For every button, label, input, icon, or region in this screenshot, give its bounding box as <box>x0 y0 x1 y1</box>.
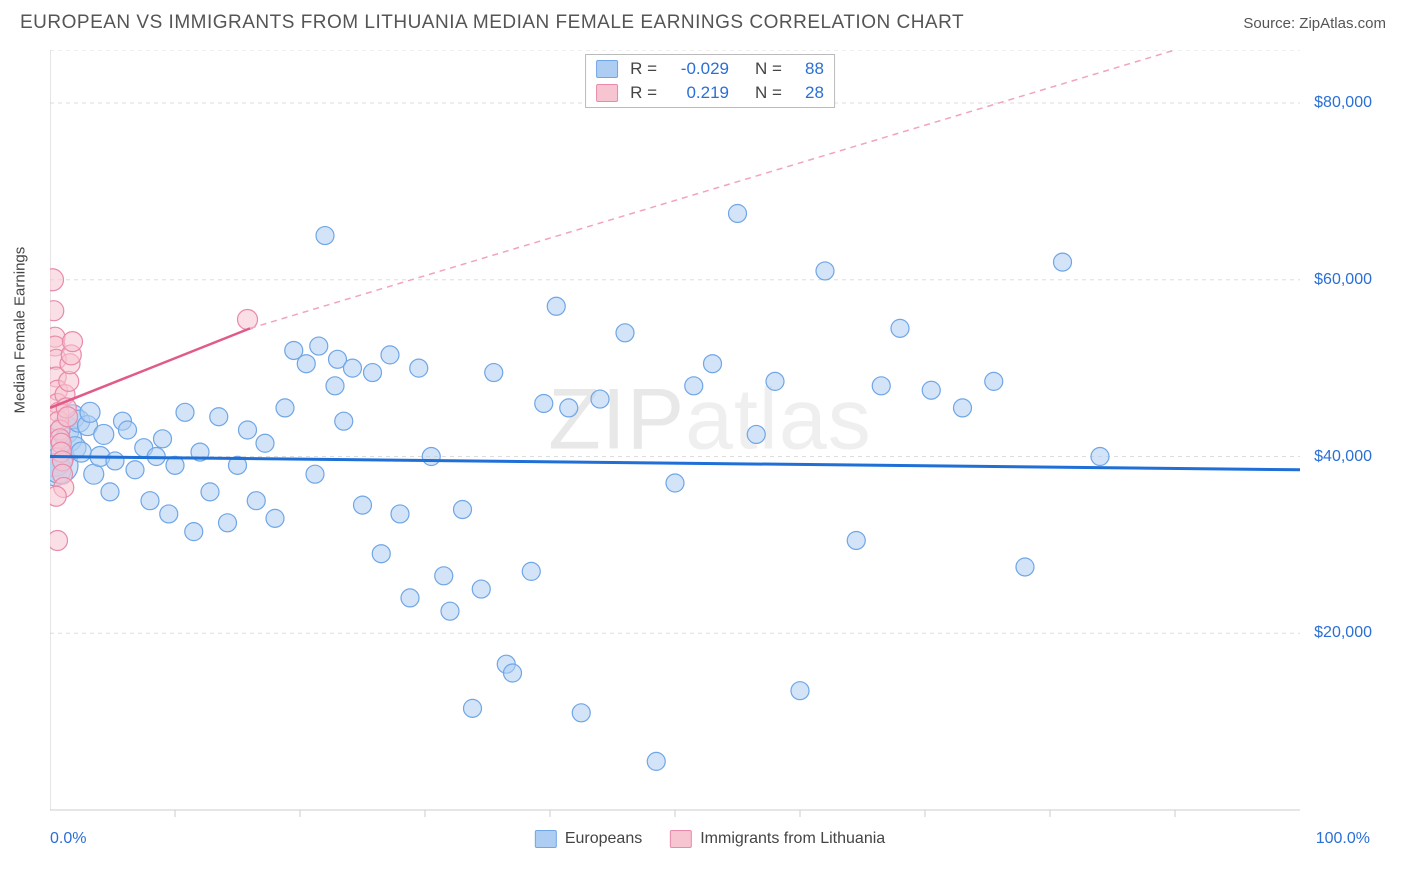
y-axis-label: Median Female Earnings <box>12 247 29 414</box>
legend-label: Immigrants from Lithuania <box>700 830 885 848</box>
n-value: 88 <box>794 59 824 79</box>
source-prefix: Source: <box>1243 15 1299 32</box>
legend-swatch <box>535 830 557 848</box>
series-legend: Europeans Immigrants from Lithuania <box>535 830 885 848</box>
legend-label: Europeans <box>565 830 642 848</box>
x-axis-min-label: 0.0% <box>50 830 86 848</box>
r-value: -0.029 <box>669 59 729 79</box>
source-name: ZipAtlas.com <box>1299 15 1386 32</box>
chart-header: EUROPEAN VS IMMIGRANTS FROM LITHUANIA ME… <box>0 0 1406 42</box>
legend-swatch <box>596 84 618 102</box>
r-label: R = <box>630 59 657 79</box>
legend-item: Immigrants from Lithuania <box>670 830 885 848</box>
scatter-plot <box>50 50 1370 820</box>
legend-swatch <box>670 830 692 848</box>
r-value: 0.219 <box>669 83 729 103</box>
chart-area: Median Female Earnings ZIPatlas R =-0.02… <box>50 50 1370 820</box>
x-axis-max-label: 100.0% <box>1316 830 1370 848</box>
n-label: N = <box>755 59 782 79</box>
correlation-legend: R = -0.029 N = 88 R = 0.219 N = 28 <box>585 54 835 108</box>
correlation-legend-row: R = -0.029 N = 88 <box>586 57 834 81</box>
y-tick-label: $80,000 <box>1314 94 1372 112</box>
legend-swatch <box>596 60 618 78</box>
chart-title: EUROPEAN VS IMMIGRANTS FROM LITHUANIA ME… <box>20 12 964 34</box>
n-label: N = <box>755 83 782 103</box>
r-label: R = <box>630 83 657 103</box>
legend-item: Europeans <box>535 830 642 848</box>
y-tick-label: $60,000 <box>1314 271 1372 289</box>
y-tick-label: $20,000 <box>1314 624 1372 642</box>
chart-source: Source: ZipAtlas.com <box>1243 15 1386 32</box>
n-value: 28 <box>794 83 824 103</box>
y-tick-label: $40,000 <box>1314 448 1372 466</box>
correlation-legend-row: R = 0.219 N = 28 <box>586 81 834 105</box>
